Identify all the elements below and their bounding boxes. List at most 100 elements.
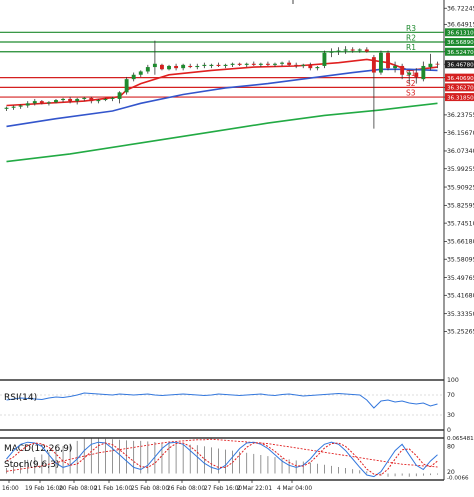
candle-body [343, 49, 348, 51]
pivot-label-s2: 36.36270 [447, 86, 474, 92]
pivot-label-s3: 36.31850 [447, 95, 474, 101]
x-tick-label: 26 Feb 08:00 [167, 486, 205, 492]
candle-body [195, 65, 200, 68]
candle-body [336, 50, 341, 52]
candle-body [329, 51, 334, 53]
pivot-name-r2: R2 [406, 34, 416, 43]
candle-body [364, 49, 369, 52]
y-tick-label: 35.90925 [447, 184, 474, 191]
rsi-tick-label: 100 [447, 377, 459, 384]
y-tick-label: 35.33350 [447, 311, 474, 318]
candle-body [46, 102, 51, 104]
candle-body [11, 106, 16, 108]
y-tick-label: 35.82595 [447, 203, 474, 210]
rsi-line [6, 392, 438, 409]
candle-body [379, 52, 383, 73]
stoch-line-1 [6, 441, 438, 478]
pivot-badge-s1 [445, 73, 474, 82]
pivot-label-r3: 36.61310 [447, 30, 474, 36]
candle-body [244, 63, 249, 65]
pivot-badge-r1 [445, 47, 474, 56]
candle-body [61, 98, 65, 101]
pivot-label-r1: 36.52470 [447, 50, 474, 56]
candle-body [237, 63, 242, 65]
y-tick-label: 35.74510 [447, 220, 474, 227]
candle-body [188, 65, 193, 68]
y-tick-label: 36.64915 [447, 22, 474, 29]
pivot-name-r3: R3 [406, 24, 416, 33]
candle-body [181, 64, 186, 69]
candle-body [103, 98, 108, 101]
candle-body [89, 97, 94, 102]
y-tick-label: 35.49765 [447, 275, 474, 282]
candle-body [400, 65, 405, 75]
rsi-tick-label: 0 [447, 427, 451, 434]
y-tick-label: 36.07340 [447, 148, 474, 155]
pivot-label-s1: 36.40690 [447, 76, 474, 82]
candle-body [428, 63, 433, 68]
candle-body [273, 63, 277, 65]
candle-body [117, 92, 122, 99]
candle-body [124, 79, 129, 93]
candle-body [435, 63, 440, 65]
x-tick-label: 16:00 [2, 486, 19, 492]
x-tick-label: 2 Mar 22:01 [237, 486, 272, 492]
current-price-badge [445, 60, 474, 69]
y-tick-label: 36.72245 [447, 5, 474, 12]
candle-body [160, 64, 164, 70]
pivot-label-r2: 36.56890 [447, 40, 474, 46]
candle-body [265, 63, 270, 65]
candle-body [230, 63, 235, 65]
macd-signal-line [6, 438, 438, 472]
pivot-name-r1: R1 [406, 43, 416, 52]
candle-body [223, 64, 228, 66]
x-tick-label: 25 Feb 08:00 [131, 486, 169, 492]
candle-body [280, 62, 284, 64]
macd-title: MACD(12,26,9) [4, 444, 72, 454]
macd-tick-label: -0.0066 [447, 475, 469, 481]
y-tick-label: 35.99255 [447, 166, 474, 173]
candle-body [294, 64, 299, 66]
rsi-tick-label: 70 [447, 392, 455, 399]
candle-body [258, 63, 263, 65]
moving-average-2 [6, 68, 438, 128]
stoch-line-2 [6, 442, 438, 476]
x-tick-label: 19 Feb 16:00 [25, 486, 63, 492]
candle-body [32, 101, 37, 104]
candle-body [39, 101, 44, 104]
candle-body [152, 63, 157, 68]
candle-body [407, 72, 412, 75]
candle-body [315, 67, 320, 69]
candle-body [414, 72, 419, 77]
stoch-tick-label: 80 [447, 444, 455, 451]
x-tick-label: 27 Feb 16:00 [204, 486, 242, 492]
y-tick-label: 35.66180 [447, 239, 474, 246]
candle-body [301, 64, 306, 66]
pivot-badge-r2 [445, 38, 474, 47]
candle-body [251, 63, 256, 65]
pivot-badge-s3 [445, 93, 474, 102]
rsi-tick-label: 30 [447, 412, 455, 419]
candle-body [371, 57, 376, 73]
candle-body [25, 103, 30, 106]
candle-body [386, 52, 390, 69]
y-tick-label: 35.41680 [447, 293, 474, 300]
candle-body [322, 52, 327, 66]
macd-tick-label: 0.065481 [447, 436, 474, 442]
x-tick-label: 4 Mar 04:00 [277, 486, 312, 492]
pivot-name-s2: S2 [406, 79, 416, 88]
y-tick-label: 36.23755 [447, 112, 474, 119]
stoch-title: Stoch(9,6,3) [4, 460, 59, 470]
candle-body [145, 67, 150, 72]
moving-average-3 [6, 102, 438, 163]
candle-body [209, 64, 214, 66]
candle-body [350, 49, 355, 51]
candle-body [308, 64, 313, 69]
candle-body [96, 100, 101, 102]
candle-body [393, 65, 398, 69]
candle-body [110, 97, 115, 99]
candle-body [68, 98, 73, 102]
current-price-label: 36.46780 [447, 62, 474, 68]
